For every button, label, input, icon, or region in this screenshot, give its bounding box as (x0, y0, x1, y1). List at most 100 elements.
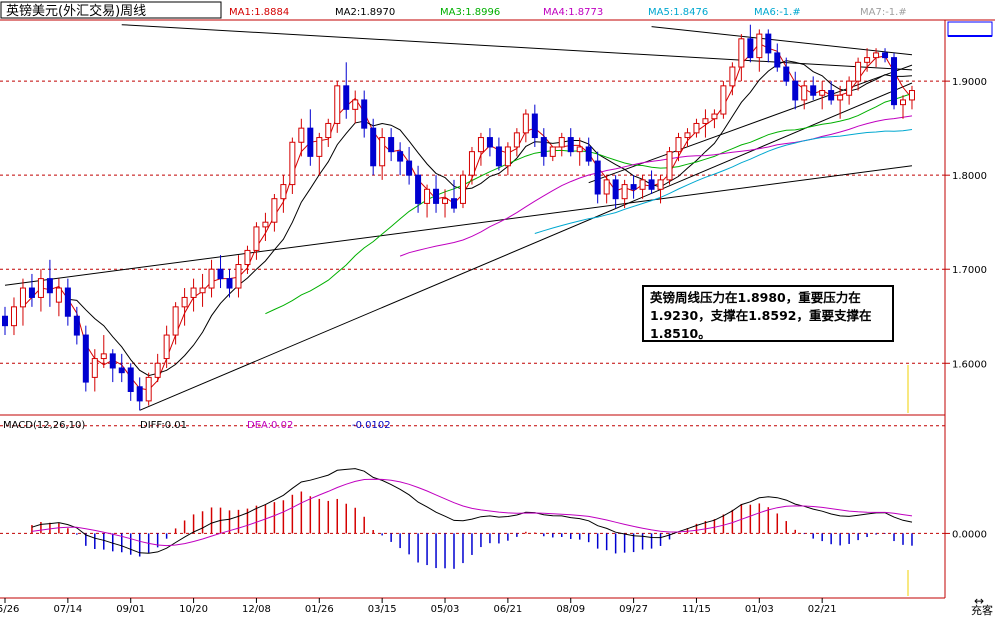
candle-body-up (603, 179, 610, 195)
price-tick-label: 1.8000 (952, 171, 987, 182)
candle-body-up (908, 90, 915, 101)
candle-body-up (424, 188, 431, 204)
candle-body-up (325, 122, 332, 139)
candle-body-down (64, 287, 71, 317)
candle-body-down (361, 99, 368, 129)
macd-layer (31, 468, 913, 569)
ma-header: MA1:1.8884 MA2:1.8970 MA3:1.8996 MA4:1.8773… (229, 7, 907, 18)
candle-body-down (127, 367, 134, 392)
chart-title: 英镑美元(外汇交易)周线 (6, 3, 146, 19)
candle-body-up (558, 137, 565, 148)
candle-body-down (774, 52, 781, 68)
candle-body-up (657, 179, 664, 190)
ma-header-label: MA6:-1.# (754, 7, 801, 18)
annotation-text: 英镑周线压力在1.8980，重要压力在1.9230，支撑在1.8592，重要支撑… (650, 290, 872, 341)
candle-body-down (73, 315, 80, 336)
candle-body-down (747, 38, 754, 59)
candle-body-up (244, 249, 251, 266)
candle-body-down (307, 127, 314, 157)
candle-body-down (415, 174, 422, 204)
date-tick-label: 08/09 (556, 604, 585, 615)
price-tick-label: 1.9000 (952, 77, 987, 88)
candle-body-down (828, 90, 835, 101)
candle-body-down (810, 85, 817, 96)
macd-label: MACD(12,26,10) (3, 420, 85, 431)
candle-body-up (145, 376, 152, 402)
candle-body-up (352, 99, 359, 110)
candle-body-up (729, 66, 736, 87)
candle-body-up (504, 146, 511, 167)
candle-body-up (666, 151, 673, 181)
candle-body-down (594, 160, 601, 195)
candle-body-down (765, 33, 772, 54)
candle-body-down (118, 367, 125, 374)
candle-body-down (388, 137, 395, 153)
candle-body-down (397, 151, 404, 162)
resize-arrow-icon[interactable]: ↔ (974, 594, 984, 608)
candle-body-up (702, 118, 709, 124)
candle-body-down (783, 66, 790, 82)
moving-average-line (22, 42, 913, 391)
candle-body-down (531, 113, 538, 139)
candle-body-down (2, 315, 8, 327)
candle-body-down (370, 127, 377, 167)
candle-body-up (576, 146, 583, 153)
candle-body-up (55, 287, 62, 303)
candle-body-up (549, 146, 556, 157)
candle-body-up (334, 85, 341, 124)
trendline (4, 165, 913, 286)
candle-body-up (522, 113, 529, 134)
candle-body-up (37, 278, 44, 298)
candle-body-up (208, 268, 215, 289)
ma-header-label: MA2:1.8970 (335, 7, 395, 18)
date-tick-label: 09/01 (116, 604, 145, 615)
candle-body-down (217, 268, 224, 280)
candle-body-up (19, 287, 26, 308)
scroll-indicator[interactable] (947, 21, 993, 37)
candle-body-up (738, 38, 745, 68)
candle-body-up (900, 99, 906, 106)
candle-body-down (495, 146, 502, 167)
corner-label[interactable]: 充客 (971, 603, 993, 617)
ma-header-label: MA4:1.8773 (543, 7, 603, 18)
date-tick-label: 12/08 (242, 604, 271, 615)
candle-body-up (271, 198, 278, 223)
candle-body-up (711, 113, 718, 120)
candle-body-up (235, 264, 242, 289)
annotation-box: 英镑周线压力在1.8980，重要压力在1.9230，支撑在1.8592，重要支撑… (642, 285, 894, 342)
trendline (121, 24, 913, 71)
ma-header-label: MA5:1.8476 (648, 7, 708, 18)
candle-body-up (684, 132, 691, 139)
candle-body-up (91, 358, 98, 378)
candle-body-up (639, 179, 646, 190)
candle-body-up (720, 85, 727, 115)
candle-body-up (855, 61, 862, 82)
candle-body-up (756, 33, 763, 59)
date-tick-label: 10/20 (179, 604, 208, 615)
ma-header-label: MA1:1.8884 (229, 7, 289, 18)
candle-body-up (154, 362, 161, 378)
candle-body-up (298, 127, 305, 143)
date-tick-label: 02/21 (808, 604, 837, 615)
date-tick-label: 11/15 (682, 604, 711, 615)
candlestick-layer (2, 24, 915, 411)
trendline (139, 82, 913, 411)
macd-diff-line (31, 468, 913, 554)
candle-body-up (190, 287, 197, 298)
title-box[interactable] (0, 1, 222, 19)
date-tick-label: 09/27 (619, 604, 648, 615)
candle-body-up (181, 296, 188, 308)
price-tick-label: 1.7000 (952, 265, 987, 276)
candle-body-down (792, 80, 799, 101)
candle-body-down (136, 386, 143, 402)
candle-body-down (585, 146, 592, 162)
candle-body-up (289, 141, 296, 186)
candle-body-down (109, 353, 116, 369)
candle-body-down (891, 57, 898, 106)
date-tick-label: 01/03 (745, 604, 774, 615)
candle-body-up (100, 353, 107, 360)
candle-body-up (468, 151, 475, 176)
candle-body-up (801, 85, 808, 101)
